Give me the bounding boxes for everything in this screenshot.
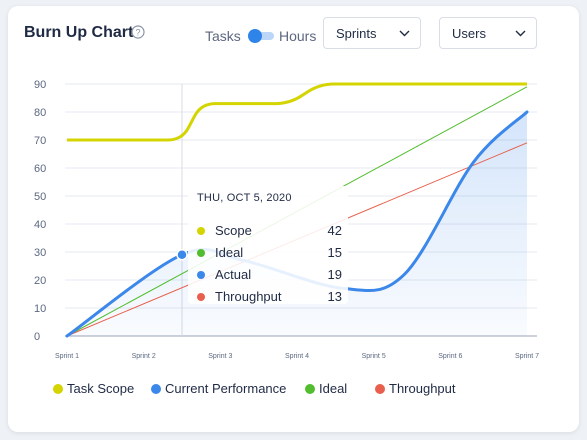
toggle-label-tasks[interactable]: Tasks — [205, 28, 241, 44]
switch-track — [254, 32, 274, 40]
toggle-label-hours[interactable]: Hours — [279, 28, 317, 44]
x-tick-label: Sprint 2 — [132, 353, 156, 360]
y-tick-label: 60 — [34, 163, 46, 175]
y-tick-label: 10 — [34, 303, 46, 315]
help-icon[interactable]: ? — [131, 25, 145, 39]
y-tick-label: 40 — [34, 219, 46, 231]
tooltip-dot-scope — [197, 227, 205, 235]
legend-swatch — [375, 384, 385, 394]
tooltip-row-throughput: Throughput 13 — [197, 288, 342, 306]
legend-label: Task Scope — [67, 381, 135, 396]
sprints-select[interactable]: Sprints — [323, 17, 421, 49]
legend-label: Throughput — [389, 381, 456, 396]
tooltip-dot-throughput — [197, 293, 205, 301]
tooltip-value: 42 — [327, 223, 342, 238]
tooltip-row-scope: Scope 42 — [197, 222, 342, 240]
svg-text:?: ? — [135, 28, 140, 38]
y-tick-label: 90 — [34, 79, 46, 91]
tooltip-value: 19 — [327, 267, 342, 282]
y-tick-label: 80 — [34, 107, 46, 119]
x-tick-label: Sprint 3 — [208, 353, 232, 360]
tooltip-label: Scope — [215, 223, 252, 238]
chevron-down-icon — [399, 30, 410, 37]
tooltip-label: Ideal — [215, 245, 244, 260]
x-tick-label: Sprint 1 — [55, 353, 79, 360]
users-select-value: Users — [452, 26, 486, 41]
tooltip-label: Actual — [215, 267, 252, 282]
tooltip-value: 13 — [327, 289, 342, 304]
legend-swatch — [53, 384, 63, 394]
legend-swatch — [151, 384, 161, 394]
x-tick-label: Sprint 5 — [362, 353, 386, 360]
sprints-select-value: Sprints — [336, 26, 377, 41]
chart-tooltip: THU, OCT 5, 2020 Scope 42 Ideal 15 Actua… — [188, 186, 348, 304]
chevron-down-icon — [515, 30, 526, 37]
series-line-scope — [67, 82, 527, 142]
x-tick-label: Sprint 4 — [285, 353, 309, 360]
y-tick-label: 0 — [34, 331, 40, 343]
y-tick-label: 70 — [34, 135, 46, 147]
hover-point-marker — [176, 249, 188, 261]
y-tick-label: 20 — [34, 275, 46, 287]
performance-area — [67, 112, 527, 336]
tasks-hours-switch[interactable] — [248, 29, 276, 43]
tooltip-dot-ideal — [197, 249, 205, 257]
tooltip-row-actual: Actual 19 — [197, 266, 342, 284]
x-tick-label: Sprint 7 — [515, 353, 539, 360]
tooltip-dot-actual — [197, 271, 205, 279]
tooltip-value: 15 — [327, 245, 342, 260]
tooltip-date: THU, OCT 5, 2020 — [197, 192, 292, 204]
x-tick-label: Sprint 6 — [438, 353, 462, 360]
legend-swatch — [305, 384, 315, 394]
legend-label: Ideal — [319, 381, 348, 396]
switch-knob[interactable] — [248, 29, 262, 43]
legend-label: Current Performance — [165, 381, 287, 396]
tooltip-row-ideal: Ideal 15 — [197, 244, 342, 262]
y-tick-label: 30 — [34, 247, 46, 259]
page-title: Burn Up Chart — [24, 24, 134, 41]
y-tick-label: 50 — [34, 191, 46, 203]
users-select[interactable]: Users — [439, 17, 537, 49]
tooltip-label: Throughput — [215, 289, 282, 304]
